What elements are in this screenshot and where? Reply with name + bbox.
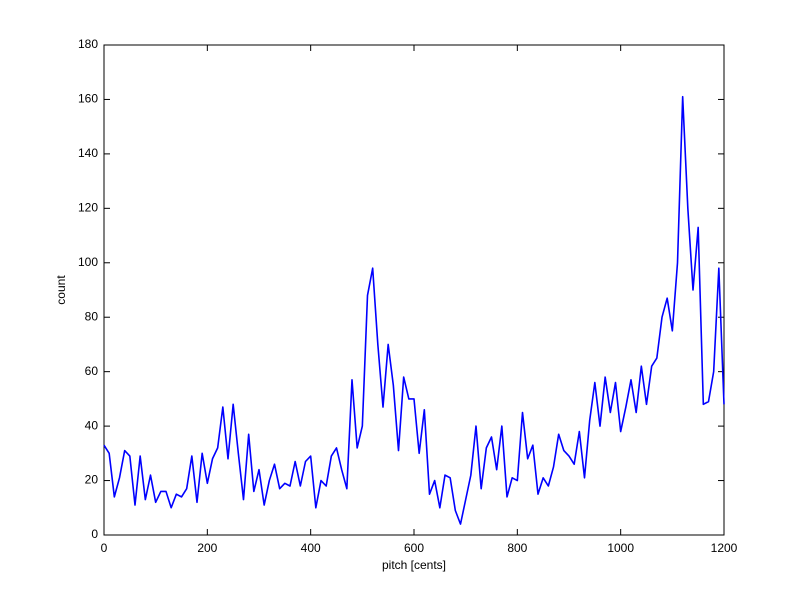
- y-tick-label: 100: [78, 255, 98, 269]
- y-tick-label: 80: [85, 309, 99, 323]
- plot-area: [103, 44, 725, 536]
- y-axis-label: count: [54, 275, 68, 305]
- x-tick-label: 1000: [607, 541, 634, 555]
- y-tick-label: 20: [85, 473, 99, 487]
- y-tick-label: 180: [78, 37, 98, 51]
- x-tick-label: 600: [404, 541, 424, 555]
- y-tick-label: 140: [78, 146, 98, 160]
- y-tick-label: 40: [85, 418, 99, 432]
- y-tick-label: 0: [91, 527, 98, 541]
- y-tick-label: 60: [85, 364, 99, 378]
- x-tick-label: 200: [197, 541, 217, 555]
- y-tick-label: 120: [78, 201, 98, 215]
- x-tick-label: 800: [507, 541, 527, 555]
- x-tick-label: 1200: [711, 541, 738, 555]
- x-tick-label: 400: [301, 541, 321, 555]
- data-line: [103, 95, 725, 525]
- y-tick-label: 160: [78, 92, 98, 106]
- x-axis-label: pitch [cents]: [382, 558, 446, 572]
- x-tick-label: 0: [101, 541, 108, 555]
